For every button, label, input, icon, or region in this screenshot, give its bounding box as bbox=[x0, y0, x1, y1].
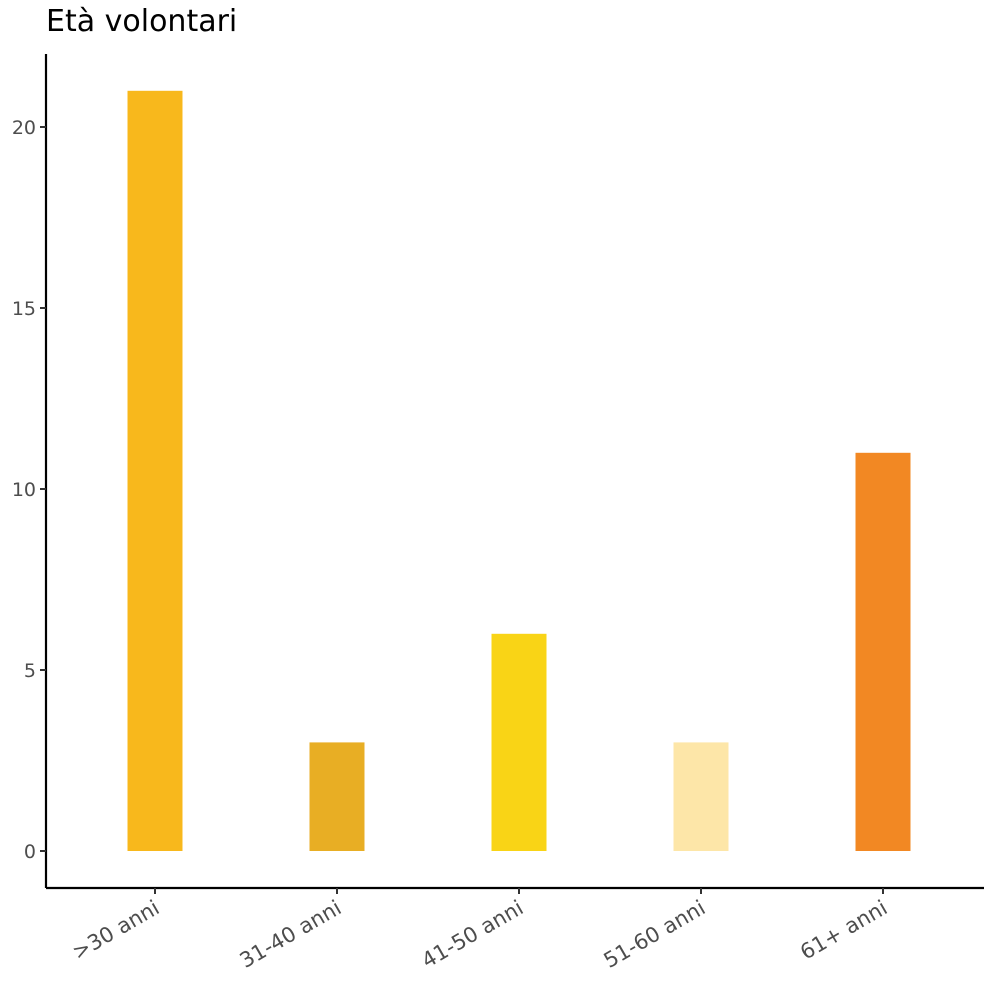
bar-51-60-anni bbox=[673, 742, 729, 851]
chart-title: Età volontari bbox=[46, 4, 238, 39]
y-tick-label: 10 bbox=[12, 479, 36, 501]
x-tick-label: >30 anni bbox=[68, 896, 163, 965]
x-tick-label: 61+ anni bbox=[796, 896, 891, 965]
bar-61-anni bbox=[855, 452, 911, 851]
bars-group bbox=[127, 90, 911, 852]
x-tick-label: 31-40 anni bbox=[236, 896, 346, 973]
x-tick-label: 51-60 anni bbox=[600, 896, 710, 973]
y-tick-label: 20 bbox=[12, 117, 36, 139]
y-tick-label: 5 bbox=[24, 660, 36, 682]
x-tick-label: 41-50 anni bbox=[418, 896, 528, 973]
y-tick-label: 0 bbox=[24, 841, 36, 863]
y-axis: 0 5 10 15 20 bbox=[12, 54, 48, 888]
bar-30-anni bbox=[127, 90, 183, 852]
bar-31-40-anni bbox=[309, 742, 365, 851]
y-tick-label: 15 bbox=[12, 298, 36, 320]
bar-41-50-anni bbox=[491, 633, 547, 851]
x-axis: >30 anni 31-40 anni 41-50 anni 51-60 anni 61… bbox=[46, 886, 984, 973]
